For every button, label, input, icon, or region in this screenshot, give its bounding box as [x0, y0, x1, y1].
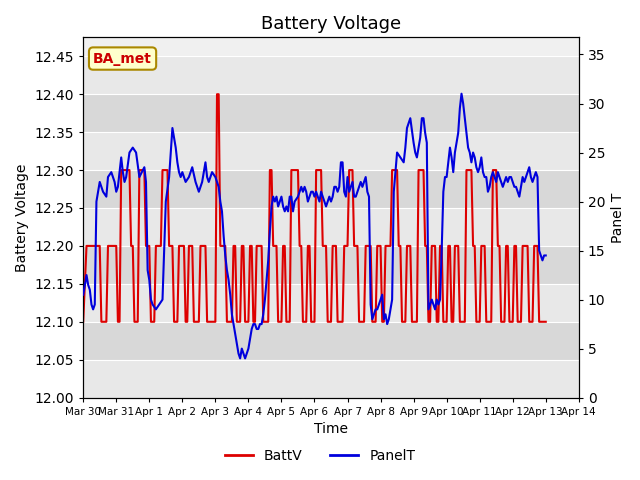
BattV [213, 91, 221, 97]
Line: BattV: BattV [83, 94, 546, 322]
Bar [83, 360, 579, 397]
BattV [173, 319, 181, 324]
PanelT [236, 356, 244, 361]
PanelT [332, 184, 340, 190]
BattV [251, 319, 259, 324]
PanelT [162, 199, 170, 204]
BattV [542, 319, 550, 324]
Bar [83, 208, 579, 246]
PanelT [121, 179, 129, 185]
Bar [83, 94, 579, 132]
BattV [511, 243, 518, 249]
Y-axis label: Battery Voltage: Battery Voltage [15, 163, 29, 272]
Bar [83, 284, 579, 322]
PanelT [458, 91, 465, 96]
BattV [355, 319, 363, 324]
Bar [83, 322, 579, 360]
Legend: BattV, PanelT: BattV, PanelT [220, 443, 420, 468]
PanelT [542, 252, 550, 258]
BattV [79, 319, 87, 324]
PanelT [251, 321, 259, 327]
PanelT [324, 199, 332, 204]
BattV [116, 319, 124, 324]
Bar [83, 132, 579, 170]
PanelT [269, 194, 277, 200]
BattV [136, 167, 143, 173]
Title: Battery Voltage: Battery Voltage [261, 15, 401, 33]
Bar [83, 246, 579, 284]
Bar [83, 56, 579, 94]
X-axis label: Time: Time [314, 422, 348, 436]
Line: PanelT: PanelT [83, 94, 546, 359]
Bar [83, 170, 579, 208]
PanelT [79, 292, 87, 298]
Y-axis label: Panel T: Panel T [611, 192, 625, 243]
Text: BA_met: BA_met [93, 51, 152, 66]
